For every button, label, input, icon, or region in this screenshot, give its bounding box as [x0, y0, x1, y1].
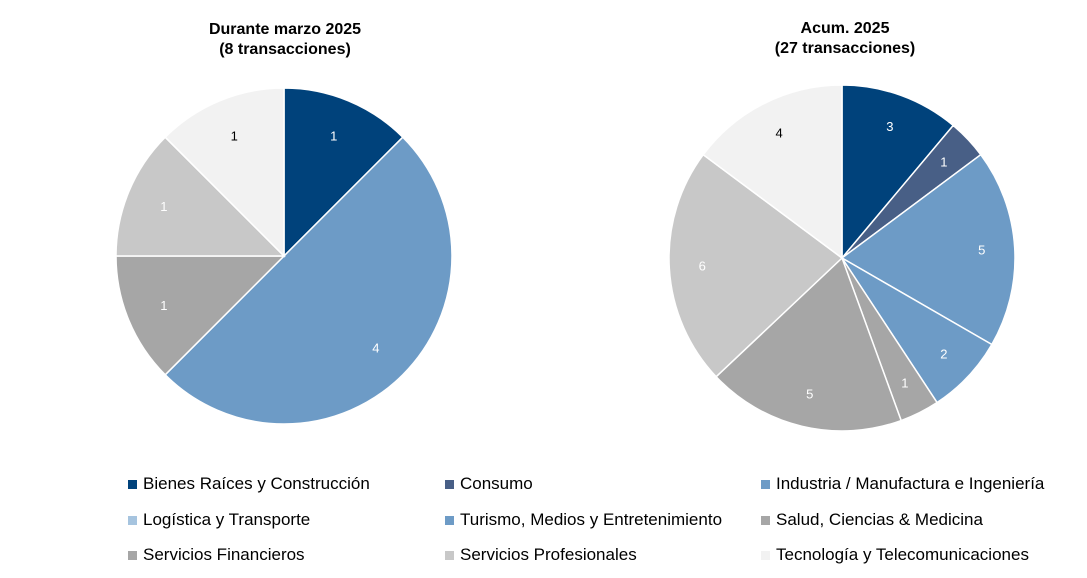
left-pie-data-label-tecnologia-y-telecomunicaciones: 1 [231, 128, 238, 143]
right-pie-data-label-servicios-profesionales: 6 [699, 259, 706, 274]
right-pie-slice-tecnologia-y-telecomunicaciones [702, 84, 843, 260]
right-pie-slice-servicios-financieros [715, 256, 903, 432]
chart-title-right: Acum. 2025 (27 transacciones) [700, 19, 990, 59]
left-pie-slice-servicios-profesionales [115, 136, 286, 257]
pie-chart-left: 1 4 1 1 1 [115, 87, 453, 425]
chart-title-left-subtitle: (8 transacciones) [219, 41, 351, 58]
left-pie-slice-bienes-raices-y-construccion [283, 87, 404, 258]
right-pie-data-label-tecnologia-y-telecomunicaciones: 4 [776, 125, 783, 140]
chart-title-right-subtitle: (27 transacciones) [774, 40, 916, 57]
right-pie-data-label-salud-ciencias-medicina: 1 [901, 376, 908, 391]
chart-title-right-main: Acum. 2025 [800, 20, 890, 37]
right-pie-data-label-consumo: 1 [940, 154, 947, 169]
chart-title-left: Durante marzo 2025 (8 transacciones) [140, 20, 430, 60]
right-pie-slice-servicios-profesionales [668, 153, 844, 378]
right-pie-data-label-bienes-raices-y-construccion: 3 [886, 119, 893, 134]
left-pie-data-label-servicios-profesionales: 1 [160, 199, 167, 214]
right-pie-slice-industria-manufactura-e-ingenieria [840, 153, 1016, 346]
right-pie-data-label-turismo-medios-y-entretenimiento: 2 [940, 347, 947, 362]
left-pie-data-label-bienes-raices-y-construccion: 1 [330, 128, 337, 143]
left-pie-data-label-servicios-financieros: 1 [160, 298, 167, 313]
pie-chart-right: 3 1 5 2 1 5 6 4 [668, 84, 1016, 432]
right-pie-data-label-servicios-financieros: 5 [806, 387, 813, 402]
left-pie-slice-tecnologia-y-telecomunicaciones [164, 87, 285, 258]
right-pie-data-label-industria-manufactura-e-ingenieria: 5 [978, 242, 985, 257]
right-pie-slice-bienes-raices-y-construccion [841, 84, 955, 261]
left-pie-data-label-industria-manufactura-e-ingenieria: 4 [372, 340, 379, 355]
left-pie-slice-servicios-financieros [115, 255, 286, 376]
left-pie-slice-industria-manufactura-e-ingenieria [164, 136, 453, 425]
chart-title-left-main: Durante marzo 2025 [208, 21, 362, 38]
